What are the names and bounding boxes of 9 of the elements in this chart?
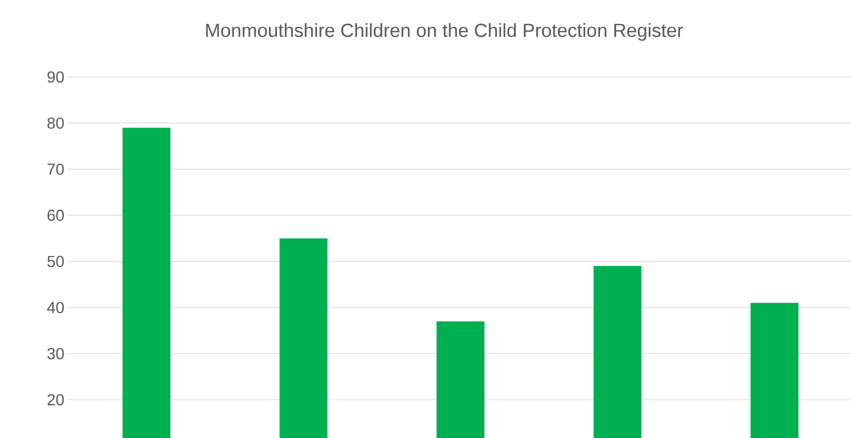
y-tick-label: 50 bbox=[47, 256, 64, 268]
chart-title: Monmouthshire Children on the Child Protection Register bbox=[206, 23, 683, 41]
y-tick-label: 20 bbox=[48, 394, 64, 406]
y-tick-label: 30 bbox=[47, 348, 64, 360]
y-tick-label: 40 bbox=[47, 302, 64, 314]
y-tick-label: 60 bbox=[48, 210, 64, 221]
y-tick-label: 80 bbox=[47, 117, 64, 129]
y-tick-label: 70 bbox=[48, 164, 64, 175]
y-tick-label: 90 bbox=[48, 71, 64, 83]
